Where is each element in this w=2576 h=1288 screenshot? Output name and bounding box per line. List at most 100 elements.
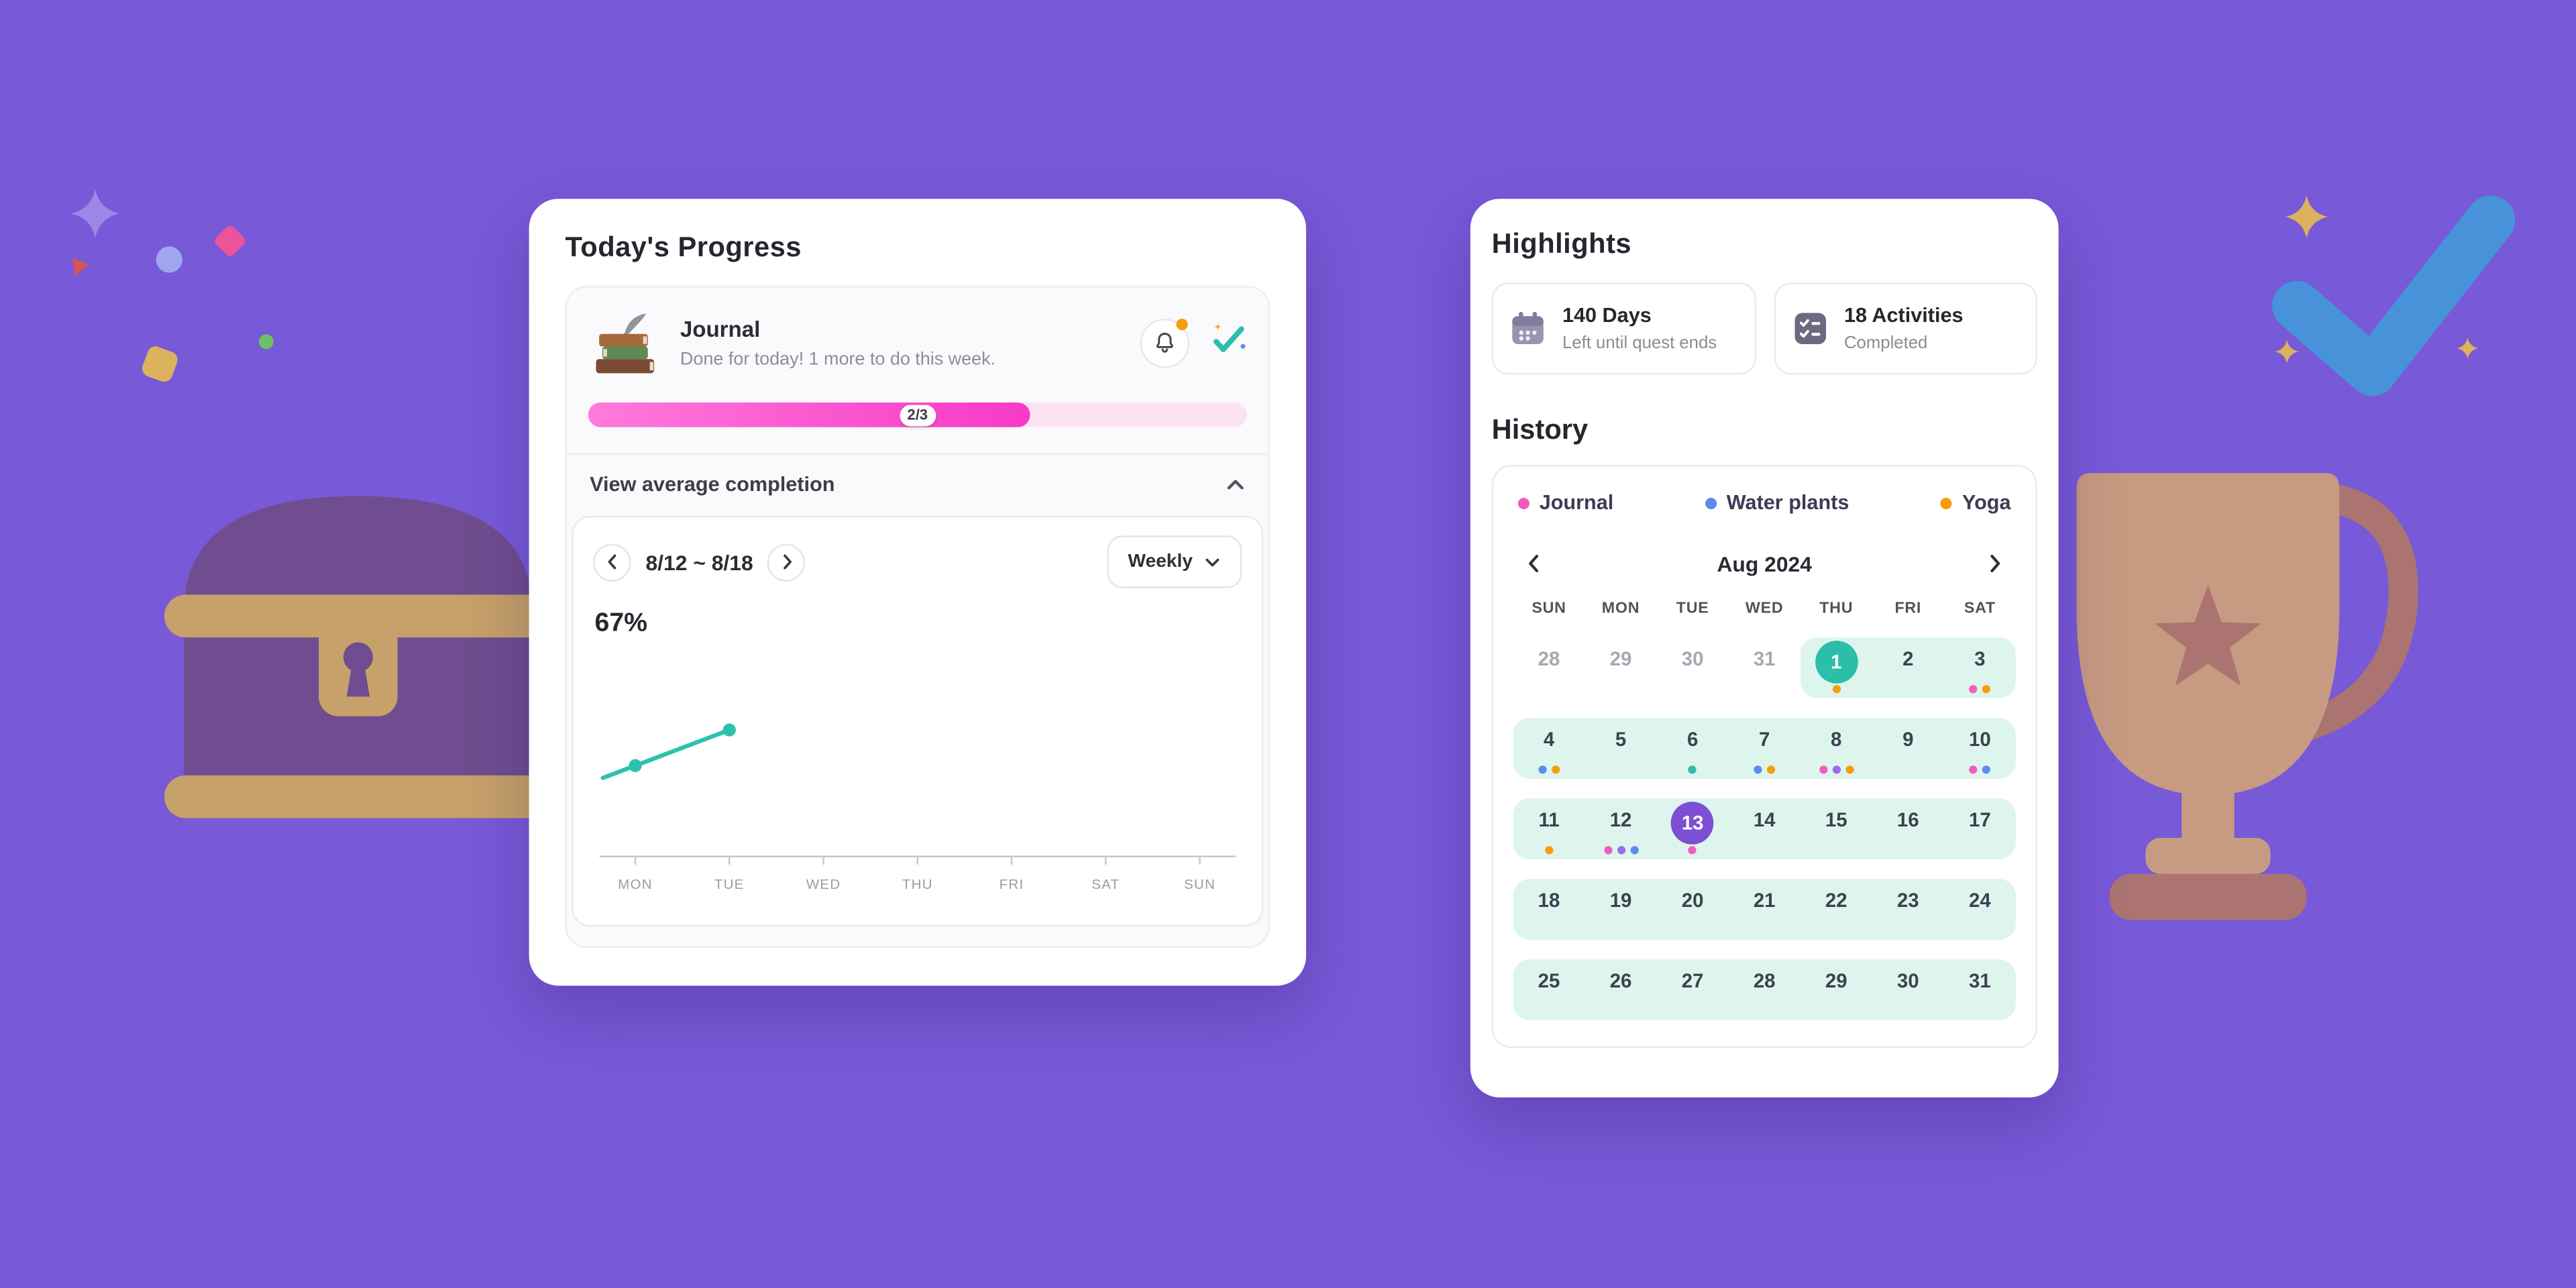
calendar-day-15[interactable]: 15	[1825, 808, 1847, 832]
next-month-button[interactable]	[1976, 545, 2012, 582]
stat-caption: Left until quest ends	[1562, 333, 1717, 354]
calendar-day-6[interactable]: 6	[1657, 718, 1729, 779]
prev-month-button[interactable]	[1516, 545, 1552, 582]
progress-count-label: 2/3	[899, 404, 936, 426]
journal-books-icon	[588, 311, 661, 376]
legend-item-journal: Journal	[1517, 491, 1614, 515]
calendar-day-2[interactable]: 2	[1902, 647, 1914, 671]
calendar-day-9[interactable]: 9	[1902, 727, 1914, 751]
habit-progress-bar: 2/3	[588, 402, 1247, 427]
svg-text:TUE: TUE	[714, 877, 745, 892]
history-calendar: Journal Water plants Yoga Aug 2024	[1491, 465, 2037, 1049]
sparkle-check-icon[interactable]	[1209, 321, 1246, 367]
activity-legend: Journal Water plants Yoga	[1513, 488, 2016, 515]
activity-dots	[1544, 846, 1554, 855]
habit-actions	[1140, 319, 1247, 368]
completion-chart: MON TUE WED THU FRI SAT SUN	[599, 723, 1236, 892]
calendar-day-25[interactable]: 25	[1538, 969, 1560, 993]
calendar-week-row: 4 5 6 7 8 9 10	[1513, 718, 2016, 779]
month-nav: Aug 2024	[1516, 545, 2012, 582]
calendar-icon	[1508, 309, 1548, 348]
legend-dot-journal	[1517, 496, 1530, 508]
activity-dots	[1538, 765, 1560, 774]
notification-dot	[1176, 319, 1188, 331]
progress-panel: Journal Done for today! 1 more to do thi…	[565, 286, 1271, 948]
week-highlight-stripe	[1513, 879, 2016, 940]
svg-text:FRI: FRI	[1000, 877, 1024, 892]
todays-progress-card: Today's Progress Journal	[529, 199, 1306, 986]
checklist-icon	[1790, 309, 1829, 348]
calendar-day-31[interactable]: 31	[1753, 647, 1776, 671]
calendar-day-20[interactable]: 20	[1681, 888, 1704, 912]
calendar-day-23[interactable]: 23	[1896, 888, 1919, 912]
calendar-day-1[interactable]: 1	[1801, 637, 1872, 698]
period-select[interactable]: Weekly	[1106, 535, 1242, 588]
week-highlight-stripe	[1513, 718, 2016, 779]
calendar-day-24[interactable]: 24	[1968, 888, 1991, 912]
calendar-day-31[interactable]: 31	[1968, 969, 1991, 993]
chevron-right-icon	[1990, 554, 2000, 573]
toggle-label: View average completion	[590, 473, 835, 496]
calendar-day-29[interactable]: 29	[1609, 647, 1632, 671]
calendar-day-11[interactable]: 11	[1513, 798, 1585, 859]
bell-icon	[1156, 333, 1173, 353]
calendar-day-21[interactable]: 21	[1753, 888, 1776, 912]
period-label: Weekly	[1128, 551, 1193, 572]
calendar-week-row: 28 29 30 31 1 2 3	[1513, 637, 2016, 698]
svg-text:MON: MON	[618, 877, 653, 892]
legend-dot-yoga	[1941, 496, 1953, 508]
calendar-day-17[interactable]: 17	[1968, 808, 1991, 832]
calendar-day-28[interactable]: 28	[1538, 647, 1560, 671]
calendar-day-7[interactable]: 7	[1729, 718, 1801, 779]
weekday-label: MON	[1601, 599, 1640, 618]
calendar-day-12[interactable]: 12	[1585, 798, 1657, 859]
highlights-title: Highlights	[1491, 228, 1632, 260]
reminder-bell-button[interactable]	[1140, 319, 1190, 368]
calendar-day-8[interactable]: 8	[1801, 718, 1872, 779]
calendar-day-28[interactable]: 28	[1753, 969, 1776, 993]
svg-text:WED: WED	[806, 877, 841, 892]
calendar-day-16[interactable]: 16	[1896, 808, 1919, 832]
stat-activities-completed: 18 Activities Completed	[1773, 282, 2037, 375]
calendar-day-10[interactable]: 10	[1944, 718, 2016, 779]
next-week-button[interactable]	[767, 543, 806, 581]
calendar-day-13[interactable]: 13	[1657, 798, 1729, 859]
calendar-day-5[interactable]: 5	[1615, 727, 1627, 751]
calendar-day-27[interactable]: 27	[1681, 969, 1704, 993]
stat-texts: 140 Days Left until quest ends	[1562, 304, 1717, 353]
chart-header: 8/12 ~ 8/18 Weekly	[593, 535, 1242, 588]
legend-label: Journal	[1539, 491, 1614, 515]
calendar-day-30[interactable]: 30	[1896, 969, 1919, 993]
calendar-weeks: 28 29 30 31 1 2 3 4 5 6 7 8 9 10 11 12 13 14 15 16 17 18 19 20 2…	[1513, 637, 2016, 1020]
habit-row[interactable]: Journal Done for today! 1 more to do thi…	[567, 288, 1269, 393]
activity-dots	[1603, 846, 1638, 855]
activity-dots	[1969, 685, 1991, 694]
calendar-day-14[interactable]: 14	[1753, 808, 1776, 832]
chevron-down-icon	[1205, 558, 1220, 567]
weekday-label: SUN	[1532, 599, 1566, 618]
trophy-decoration	[2076, 473, 2418, 920]
view-average-toggle[interactable]: View average completion	[566, 453, 1269, 515]
calendar-day-30[interactable]: 30	[1681, 647, 1704, 671]
calendar-day-4[interactable]: 4	[1513, 718, 1585, 779]
prev-week-button[interactable]	[593, 543, 631, 581]
stat-value: 140 Days	[1562, 304, 1652, 327]
calendar-day-29[interactable]: 29	[1825, 969, 1847, 993]
chevron-right-icon	[783, 554, 792, 570]
stat-caption: Completed	[1843, 333, 1928, 354]
stat-value: 18 Activities	[1843, 304, 1964, 327]
activity-dots	[1819, 765, 1854, 774]
week-highlight-stripe	[1513, 959, 2016, 1020]
calendar-day-19[interactable]: 19	[1609, 888, 1632, 912]
legend-item-water-plants: Water plants	[1705, 491, 1849, 515]
activity-dots	[1832, 685, 1841, 694]
calendar-day-22[interactable]: 22	[1825, 888, 1847, 912]
svg-text:SUN: SUN	[1184, 877, 1216, 892]
calendar-day-3[interactable]: 3	[1944, 637, 2016, 698]
progress-card-title: Today's Progress	[565, 231, 802, 263]
calendar-day-18[interactable]: 18	[1538, 888, 1560, 912]
calendar-day-26[interactable]: 26	[1609, 969, 1632, 993]
week-highlight-stripe	[1513, 798, 2016, 859]
calendar-week-row: 11 12 13 14 15 16 17	[1513, 798, 2016, 859]
